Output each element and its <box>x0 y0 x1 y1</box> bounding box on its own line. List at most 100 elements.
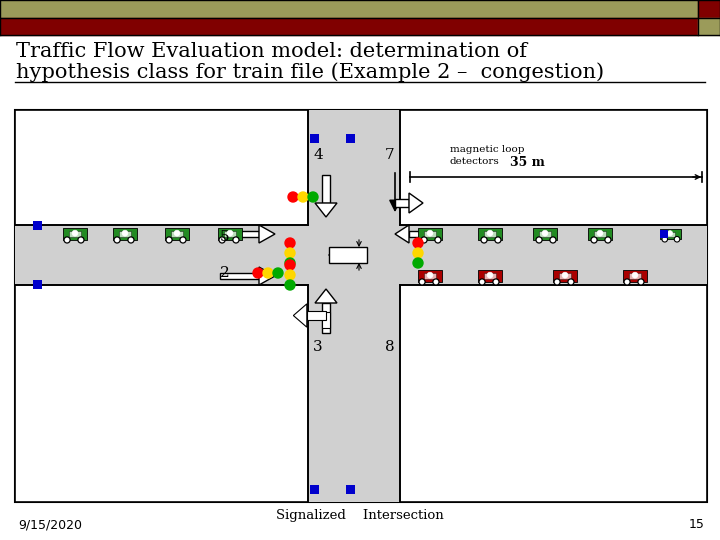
Bar <box>310 134 319 143</box>
Circle shape <box>597 230 603 236</box>
Circle shape <box>591 237 597 243</box>
Text: 9/15/2020: 9/15/2020 <box>18 518 82 531</box>
Circle shape <box>78 237 84 243</box>
Bar <box>533 228 557 240</box>
Circle shape <box>568 279 574 285</box>
Bar <box>308 110 400 502</box>
Bar <box>418 270 442 282</box>
Circle shape <box>639 280 643 284</box>
Circle shape <box>308 192 318 202</box>
Bar <box>69 232 81 238</box>
Bar <box>15 110 707 502</box>
Text: magnetic loop: magnetic loop <box>450 145 524 154</box>
Circle shape <box>253 268 263 278</box>
Circle shape <box>174 230 180 236</box>
Bar <box>553 270 577 282</box>
Circle shape <box>64 237 70 243</box>
Circle shape <box>66 238 69 241</box>
Bar <box>424 273 436 279</box>
Circle shape <box>555 280 559 284</box>
Bar <box>400 285 707 502</box>
Bar <box>346 134 355 143</box>
Polygon shape <box>315 203 337 217</box>
Bar <box>594 232 606 238</box>
Circle shape <box>285 270 295 280</box>
Circle shape <box>632 272 638 278</box>
Circle shape <box>288 192 298 202</box>
Circle shape <box>593 238 595 241</box>
Circle shape <box>487 272 493 278</box>
Circle shape <box>263 268 273 278</box>
Bar <box>220 231 259 238</box>
Bar <box>310 485 319 494</box>
Circle shape <box>423 238 426 241</box>
Circle shape <box>79 238 83 241</box>
Circle shape <box>494 280 498 284</box>
Circle shape <box>233 237 239 243</box>
Polygon shape <box>259 225 275 243</box>
Bar <box>63 228 87 240</box>
Circle shape <box>482 238 486 241</box>
Circle shape <box>537 238 541 241</box>
Bar <box>395 199 409 207</box>
Circle shape <box>562 272 568 278</box>
Circle shape <box>219 237 225 243</box>
Bar <box>322 175 330 203</box>
Bar <box>171 232 183 238</box>
Bar <box>329 247 367 263</box>
Bar <box>478 228 502 240</box>
Text: 3: 3 <box>313 340 323 354</box>
Circle shape <box>663 238 666 241</box>
Circle shape <box>479 279 485 285</box>
Circle shape <box>570 280 572 284</box>
Circle shape <box>427 230 433 236</box>
Bar <box>33 280 42 289</box>
Circle shape <box>667 231 672 236</box>
Circle shape <box>130 238 132 241</box>
Text: detectors: detectors <box>450 158 500 166</box>
Circle shape <box>413 248 423 258</box>
Bar <box>119 232 131 238</box>
Circle shape <box>606 238 610 241</box>
Bar <box>409 231 425 238</box>
Bar <box>629 273 641 279</box>
Circle shape <box>480 280 484 284</box>
Circle shape <box>605 237 611 243</box>
Bar <box>418 228 442 240</box>
Text: 5: 5 <box>220 230 230 244</box>
Circle shape <box>433 279 439 285</box>
Bar <box>588 228 612 240</box>
Circle shape <box>285 248 295 258</box>
Circle shape <box>234 238 238 241</box>
Bar <box>33 221 42 230</box>
Circle shape <box>554 279 560 285</box>
Circle shape <box>273 268 283 278</box>
Bar <box>322 303 330 333</box>
Circle shape <box>542 230 548 236</box>
Bar <box>218 228 242 240</box>
Text: 15: 15 <box>689 518 705 531</box>
Circle shape <box>550 237 556 243</box>
Circle shape <box>675 238 678 241</box>
Text: 8: 8 <box>385 340 395 354</box>
Circle shape <box>421 237 427 243</box>
Bar <box>698 18 720 35</box>
Polygon shape <box>293 304 307 327</box>
Circle shape <box>114 237 120 243</box>
Circle shape <box>227 230 233 236</box>
Bar <box>484 273 496 279</box>
Circle shape <box>420 280 424 284</box>
Circle shape <box>220 238 224 241</box>
Text: Traffic Flow Evaluation model: determination of: Traffic Flow Evaluation model: determina… <box>16 42 527 61</box>
Circle shape <box>435 237 441 243</box>
Text: Signalized    Intersection: Signalized Intersection <box>276 510 444 523</box>
Circle shape <box>285 238 295 248</box>
Circle shape <box>493 279 499 285</box>
Polygon shape <box>395 225 409 243</box>
Circle shape <box>413 238 423 248</box>
Bar <box>539 232 551 238</box>
Bar <box>0 0 698 18</box>
Circle shape <box>481 237 487 243</box>
Bar <box>15 285 308 502</box>
Bar <box>165 228 189 240</box>
